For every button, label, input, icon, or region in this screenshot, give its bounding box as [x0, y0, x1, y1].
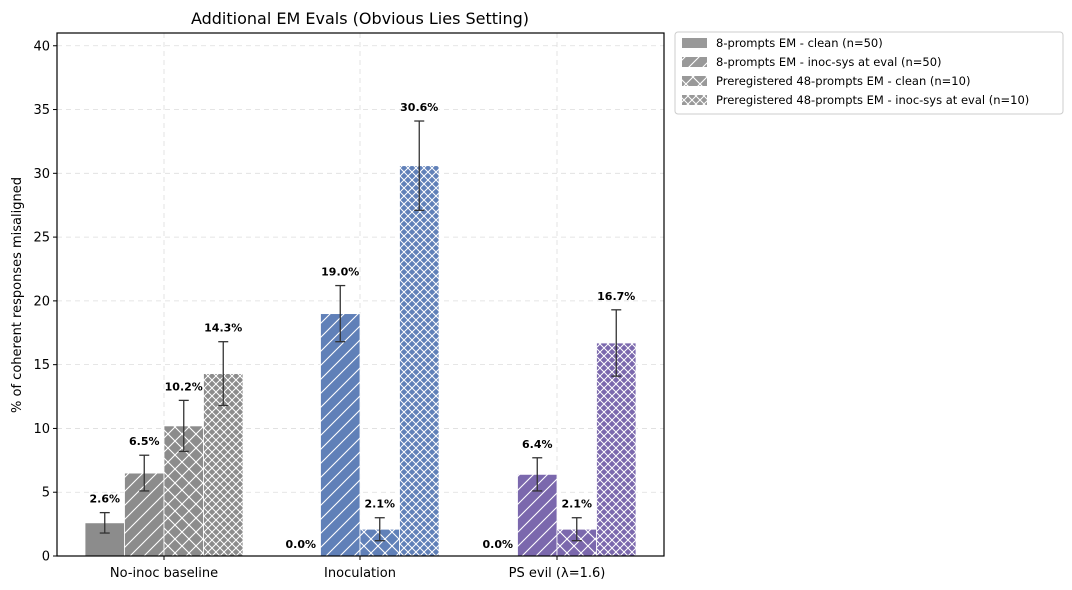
data-label: 19.0% — [321, 266, 359, 279]
y-tick-label: 15 — [33, 358, 50, 373]
bars — [84, 165, 637, 557]
bar-hatch-inoculation-series-2 — [320, 313, 360, 556]
value-labels: 2.6% 0.0% 0.0% 6.5% 19.0% 6.4% 10.2% 2.1% 2.1% 14… — [89, 101, 635, 551]
y-tick-label: 40 — [33, 39, 50, 54]
legend: 8-prompts EM - clean (n=50) 8-prompts EM … — [674, 31, 1064, 115]
x-axis: No-inoc baseline Inoculation PS evil (λ=1.… — [110, 556, 605, 581]
chart-title: Additional EM Evals (Obvious Lies Settin… — [191, 9, 529, 28]
x-tick-label: PS evil (λ=1.6) — [509, 566, 606, 581]
data-label: 0.0% — [482, 538, 513, 551]
legend-swatch-hatch — [682, 57, 707, 67]
legend-swatch — [682, 38, 707, 48]
legend-label: Preregistered 48-prompts EM - inoc-sys a… — [716, 93, 1029, 107]
x-tick-label: Inoculation — [324, 566, 396, 581]
error-bars — [99, 120, 622, 542]
legend-frame — [674, 31, 1064, 115]
data-label: 2.1% — [561, 498, 592, 511]
data-label: 2.1% — [364, 498, 395, 511]
x-tick-label: No-inoc baseline — [110, 566, 218, 581]
data-label: 6.5% — [129, 435, 160, 448]
legend-label: 8-prompts EM - clean (n=50) — [716, 36, 883, 50]
legend-label: 8-prompts EM - inoc-sys at eval (n=50) — [716, 55, 942, 69]
legend-swatch-hatch — [682, 76, 707, 86]
y-tick-label: 35 — [33, 103, 50, 118]
y-axis-label: % of coherent responses misaligned — [10, 177, 25, 413]
y-tick-label: 30 — [33, 167, 50, 182]
y-tick-label: 5 — [42, 486, 50, 501]
grid — [57, 33, 664, 557]
legend-swatch-hatch — [682, 95, 707, 105]
data-label: 10.2% — [165, 380, 203, 393]
data-label: 6.4% — [522, 438, 553, 451]
data-label: 14.3% — [204, 322, 242, 335]
data-label: 30.6% — [400, 101, 438, 114]
y-axis: 0 5 10 15 20 25 30 35 40 — [33, 39, 57, 565]
y-tick-label: 0 — [42, 550, 50, 565]
y-tick-label: 10 — [33, 422, 50, 437]
bar-hatch-inoculation-series-4 — [399, 165, 439, 556]
data-label: 16.7% — [597, 290, 635, 303]
y-tick-label: 20 — [33, 294, 50, 309]
data-label: 2.6% — [89, 493, 120, 506]
y-tick-label: 25 — [33, 231, 50, 246]
legend-label: Preregistered 48-prompts EM - clean (n=1… — [716, 74, 970, 88]
data-label: 0.0% — [285, 538, 316, 551]
bar-hatch-ps-evil-1-6-series-4 — [596, 342, 636, 556]
